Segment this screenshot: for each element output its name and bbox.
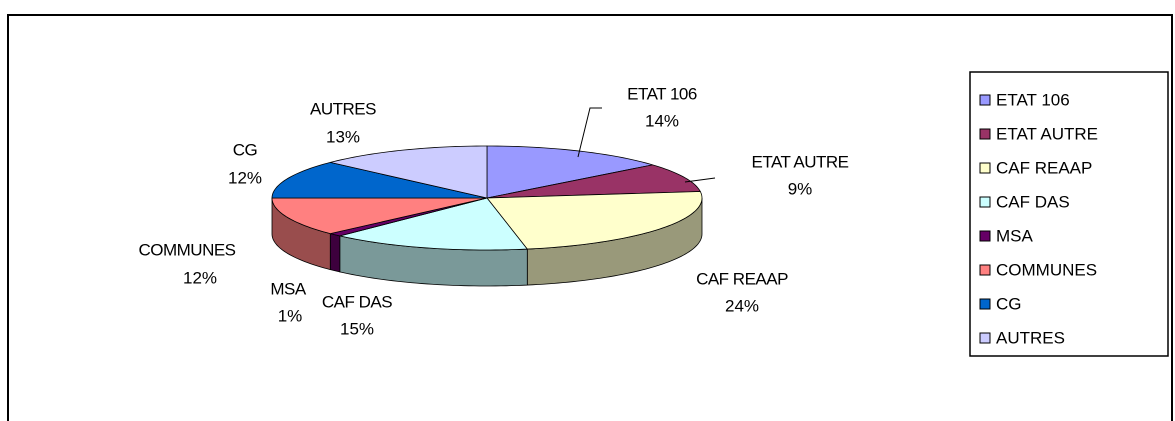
legend-label: MSA	[996, 226, 1034, 245]
legend-label: ETAT 106	[996, 90, 1070, 109]
frame	[7, 14, 1173, 421]
legend-swatch	[979, 94, 991, 106]
legend-swatch	[979, 196, 991, 208]
legend-swatch	[979, 332, 991, 344]
slice-side	[329, 233, 341, 273]
data-label-name: ETAT 106	[627, 84, 697, 103]
legend-label: COMMUNES	[996, 260, 1097, 279]
legend-swatch	[979, 264, 991, 276]
data-label-name: COMMUNES	[138, 240, 235, 259]
slice	[486, 145, 653, 199]
slice	[271, 197, 488, 235]
data-label-value: 24%	[725, 296, 759, 315]
data-label-name: CAF REAAP	[696, 269, 788, 288]
data-label-name: ETAT AUTRE	[751, 152, 848, 171]
data-label-name: CAF DAS	[322, 292, 392, 311]
data-label-value: 12%	[183, 268, 217, 287]
legend-label: ETAT AUTRE	[996, 124, 1098, 143]
data-label-value: 9%	[788, 179, 813, 198]
legend-swatch	[979, 230, 991, 242]
slice	[486, 164, 701, 199]
data-label-name: MSA	[270, 279, 307, 298]
slice	[339, 197, 529, 251]
legend-box	[969, 71, 1169, 357]
leader-line	[577, 107, 602, 158]
data-label-value: 15%	[340, 319, 374, 338]
legend-swatch	[979, 128, 991, 140]
data-label-value: 14%	[645, 111, 679, 130]
legend-label: CG	[996, 294, 1022, 313]
data-label-value: 12%	[228, 168, 262, 187]
legend-swatch	[979, 298, 991, 310]
legend-label: CAF REAAP	[996, 158, 1092, 177]
slice	[486, 191, 703, 250]
legend-label: CAF DAS	[996, 192, 1070, 211]
slice	[271, 161, 488, 199]
data-label-name: CG	[233, 140, 258, 159]
data-label-value: 13%	[326, 127, 360, 146]
slice	[330, 145, 488, 199]
legend-label: AUTRES	[996, 328, 1065, 347]
legend-swatch	[979, 162, 991, 174]
leader-line	[684, 177, 716, 183]
data-label-value: 1%	[278, 306, 303, 325]
data-label-name: AUTRES	[310, 99, 376, 118]
